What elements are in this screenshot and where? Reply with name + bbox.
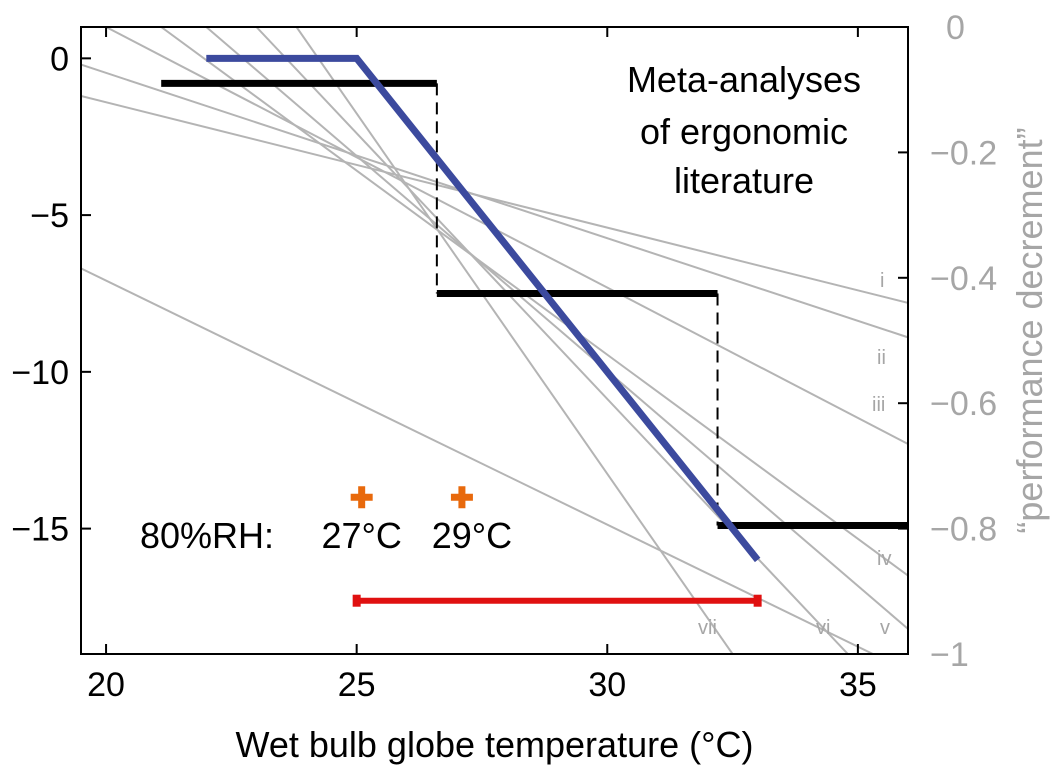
step-series-group [161, 79, 908, 529]
x-tick-label-35: 35 [839, 666, 877, 704]
y-left-tick-label-0: 0 [50, 40, 69, 78]
annotation-line-3: literature [674, 160, 814, 201]
blue-series-line [206, 54, 761, 563]
gray-line-unlabeled-7 [81, 267, 874, 654]
series-label-vii: vii [698, 617, 717, 639]
y-left-tick-label-3: −15 [11, 511, 69, 549]
x-tick-label-30: 30 [588, 666, 626, 704]
gray-lines-group [81, 27, 908, 654]
gray-line-i [81, 94, 908, 304]
y-right-tick-label-2: −0.4 [930, 260, 997, 298]
rh-label: 80%RH: [140, 515, 274, 556]
gray-line-iv [160, 27, 908, 577]
red-range-group [352, 594, 762, 607]
annotation-line-2: of ergonomic [640, 111, 848, 152]
y-right-tick-label-1: −0.2 [930, 134, 997, 172]
x-tick-label-20: 20 [87, 666, 125, 704]
gray-line-ii [81, 63, 908, 339]
red-range-end-cap [753, 594, 762, 607]
annotation-line-1: Meta-analyses [627, 59, 861, 100]
right-axis-label: “performance decrement” [1009, 127, 1050, 533]
y-right-tick-label-0: 0 [946, 9, 965, 47]
rh-plus-marker-2 [450, 486, 473, 509]
rh-markers-group [350, 486, 473, 509]
rh-temp-label-1: 27°C [321, 515, 401, 556]
y-left-tick-label-2: −10 [11, 354, 69, 392]
y-right-tick-label-5: −1 [930, 636, 969, 674]
rh-plus-marker-1 [350, 486, 373, 509]
series-label-vi: vi [816, 617, 830, 639]
y-right-tick-label-3: −0.6 [930, 385, 997, 423]
ticks-group: 20 25 30 35 0 −5 −10 −15 0 −0.2 −0.4 −0.6 −0.8 −1 [11, 9, 997, 704]
gray-line-iii [105, 27, 908, 445]
red-range-start-cap [352, 594, 361, 607]
blue-series-group [206, 54, 761, 563]
series-label-iii: iii [872, 394, 885, 416]
y-left-tick-label-1: −5 [30, 197, 69, 235]
series-label-ii: ii [877, 347, 886, 369]
rh-temp-label-2: 29°C [432, 515, 512, 556]
series-label-v: v [880, 617, 890, 639]
axes-frame [80, 26, 909, 655]
x-axis-label: Wet bulb globe temperature (°C) [236, 724, 754, 765]
y-right-tick-label-4: −0.8 [930, 511, 997, 549]
x-tick-label-25: 25 [338, 666, 376, 704]
series-label-iv: iv [877, 548, 891, 570]
series-label-i: i [880, 270, 884, 292]
